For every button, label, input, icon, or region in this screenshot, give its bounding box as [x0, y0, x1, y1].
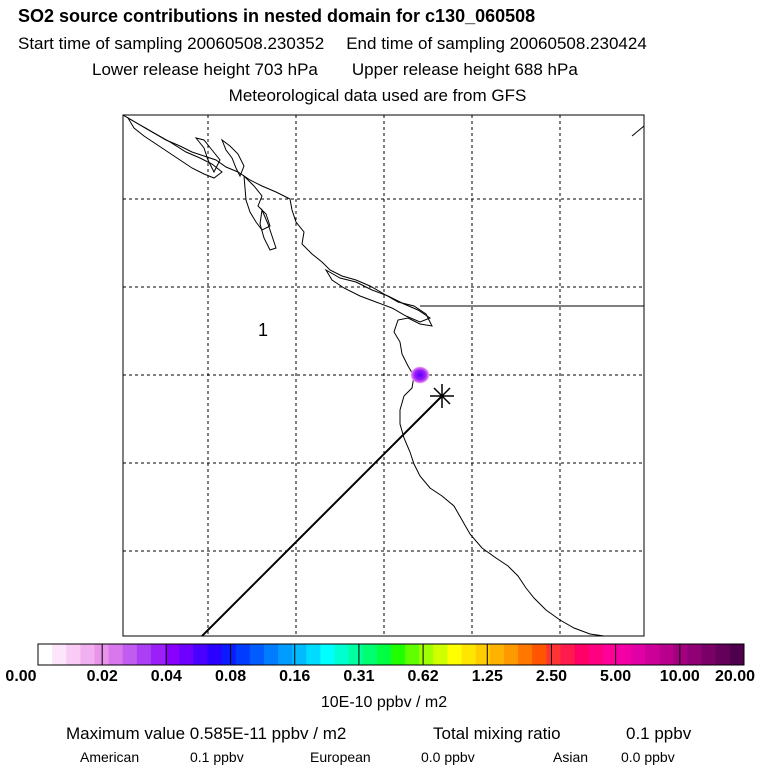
asian-value: 0.0 ppbv	[621, 749, 675, 765]
colorbar-segment	[179, 644, 194, 665]
colorbar-segment	[249, 644, 265, 665]
colorbar-tick-label: 20.00	[714, 668, 756, 685]
colorbar-tick-label: 10.00	[659, 668, 700, 685]
colorbar-segment	[278, 644, 293, 665]
colorbar-segment	[376, 644, 392, 665]
colorbar-tick-label: 1.25	[471, 668, 503, 685]
colorbar-segment	[715, 644, 731, 665]
colorbar-segment	[362, 644, 378, 665]
colorbar-segment	[532, 644, 547, 665]
colorbar	[38, 644, 745, 665]
lower-release-label: Lower release height 703 hPa	[92, 60, 318, 79]
asterisk-marker	[430, 384, 454, 408]
chart-title: SO2 source contributions in nested domai…	[18, 6, 536, 26]
colorbar-segment	[207, 644, 223, 665]
so2-plume	[410, 366, 430, 384]
colorbar-segment	[574, 644, 590, 665]
american-value: 0.1 ppbv	[190, 749, 244, 765]
colorbar-segment	[546, 644, 561, 665]
region-label: 1	[258, 320, 268, 340]
asian-label: Asian	[553, 749, 589, 765]
colorbar-segment	[108, 644, 124, 665]
colorbar-tick-label: 5.00	[600, 668, 632, 685]
colorbar-segment	[150, 644, 166, 665]
colorbar-segment	[631, 644, 646, 665]
colorbar-segment	[320, 644, 336, 665]
coastline	[123, 115, 644, 636]
colorbar-segment	[687, 644, 703, 665]
american-label: American	[80, 749, 140, 765]
colorbar-segment	[503, 644, 519, 665]
colorbar-segment	[433, 644, 448, 665]
colorbar-segment	[475, 644, 491, 665]
colorbar-segment	[306, 644, 321, 665]
colorbar-tick-label: 2.50	[535, 668, 568, 685]
colorbar-segment	[38, 644, 53, 665]
end-time-label: End time of sampling 20060508.230424	[346, 34, 647, 53]
colorbar-segment	[518, 644, 533, 665]
colorbar-units: 10E-10 ppbv / m2	[320, 694, 448, 711]
colorbar-segment	[80, 644, 95, 665]
colorbar-segment	[645, 644, 660, 665]
colorbar-tick-label: 0.00	[5, 668, 37, 685]
colorbar-segment	[165, 644, 180, 665]
colorbar-segment	[673, 644, 689, 665]
colorbar-frame	[37, 643, 745, 666]
colorbar-segment	[334, 644, 350, 665]
colorbar-segment	[263, 644, 279, 665]
colorbar-segment	[616, 644, 632, 665]
colorbar-segment	[193, 644, 208, 665]
colorbar-segment	[419, 644, 434, 665]
colorbar-tick-label: 0.62	[407, 668, 439, 685]
colorbar-segment	[52, 644, 67, 665]
upper-release-label: Upper release height 688 hPa	[351, 60, 578, 79]
max-value-label: Maximum value 0.585E-11 ppbv / m2	[66, 724, 347, 743]
colorbar-tick-label: 0.04	[150, 668, 182, 685]
colorbar-tick-label: 0.08	[214, 668, 247, 685]
colorbar-segment	[405, 644, 420, 665]
colorbar-segment	[292, 644, 307, 665]
colorbar-segment	[122, 644, 138, 665]
met-data-label: Meteorological data used are from GFS	[228, 86, 527, 105]
sampling-times: Start time of sampling 20060508.230352 En…	[18, 34, 647, 54]
colorbar-segment	[588, 644, 604, 665]
colorbar-tick-label: 0.31	[343, 668, 375, 685]
colorbar-segment	[348, 644, 364, 665]
colorbar-segment	[235, 644, 251, 665]
colorbar-segment	[391, 644, 406, 665]
colorbar-segment	[489, 644, 505, 665]
release-heights: Lower release height 703 hPa Upper releas…	[92, 60, 578, 80]
colorbar-tick-label: 0.02	[86, 668, 118, 685]
colorbar-segment	[729, 644, 745, 665]
total-mixing-label: Total mixing ratio	[433, 724, 561, 743]
colorbar-segment	[221, 644, 237, 665]
colorbar-segment	[461, 644, 477, 665]
trajectory-line	[200, 395, 443, 636]
map-frame	[122, 114, 645, 637]
colorbar-segment	[602, 644, 618, 665]
map-grid	[123, 115, 644, 636]
colorbar-tick-label: 0.16	[279, 668, 311, 685]
colorbar-segment	[447, 644, 463, 665]
start-time-label: Start time of sampling 20060508.230352	[18, 34, 325, 53]
european-value: 0.0 ppbv	[421, 749, 475, 765]
total-mixing-value: 0.1 ppbv	[626, 724, 692, 743]
colorbar-segment	[701, 644, 717, 665]
colorbar-segment	[560, 644, 576, 665]
colorbar-segment	[136, 644, 152, 665]
colorbar-segment	[659, 644, 674, 665]
european-label: European	[310, 749, 371, 765]
colorbar-segment	[66, 644, 81, 665]
